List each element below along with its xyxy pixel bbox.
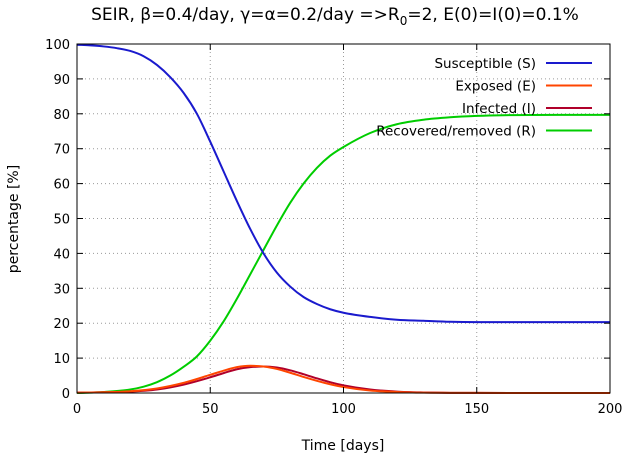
- y-tick-label-10: 100: [45, 38, 70, 53]
- chart-title-subscript: 0: [400, 14, 408, 28]
- legend-label-1: Exposed (E): [455, 79, 536, 95]
- series-line-3: [76, 113, 610, 394]
- series-line-0: [76, 43, 610, 324]
- chart-title: SEIR, β=0.4/day, γ=α=0.2/day =>R0=2, E(0…: [91, 5, 579, 28]
- y-tick-label-5: 50: [53, 213, 70, 228]
- x-axis-label: Time [days]: [301, 438, 385, 454]
- y-tick-label-1: 10: [53, 352, 70, 367]
- chart-title-main: SEIR, β=0.4/day, γ=α=0.2/day =>R: [91, 5, 400, 25]
- y-tick-label-7: 70: [53, 143, 70, 158]
- y-tick-label-8: 80: [53, 108, 70, 123]
- chart-title-rest: =2, E(0)=I(0)=0.1%: [407, 5, 578, 25]
- x-tick-label-4: 200: [598, 402, 623, 417]
- y-tick-label-2: 20: [53, 317, 70, 332]
- x-tick-label-0: 0: [73, 402, 81, 417]
- grid-lines: [77, 44, 610, 393]
- legend-label-2: Infected (I): [462, 101, 536, 117]
- axis-ticks: 0 50 100 150 200 0 10 20 30 40 50 60 70 80 90 100: [45, 38, 622, 417]
- y-tick-label-4: 40: [53, 247, 70, 262]
- x-tick-label-1: 50: [202, 402, 219, 417]
- x-tick-label-3: 150: [464, 402, 489, 417]
- y-tick-label-6: 60: [53, 178, 70, 193]
- x-tick-label-2: 100: [331, 402, 356, 417]
- y-axis-label: percentage [%]: [6, 165, 22, 273]
- y-tick-label-9: 90: [53, 73, 70, 88]
- legend: Susceptible (S) Exposed (E) Infected (I) Re…: [376, 56, 592, 140]
- y-tick-label-3: 30: [53, 282, 70, 297]
- legend-label-3: Recovered/removed (R): [376, 124, 536, 140]
- legend-label-0: Susceptible (S): [434, 56, 536, 72]
- y-tick-label-0: 0: [62, 387, 70, 402]
